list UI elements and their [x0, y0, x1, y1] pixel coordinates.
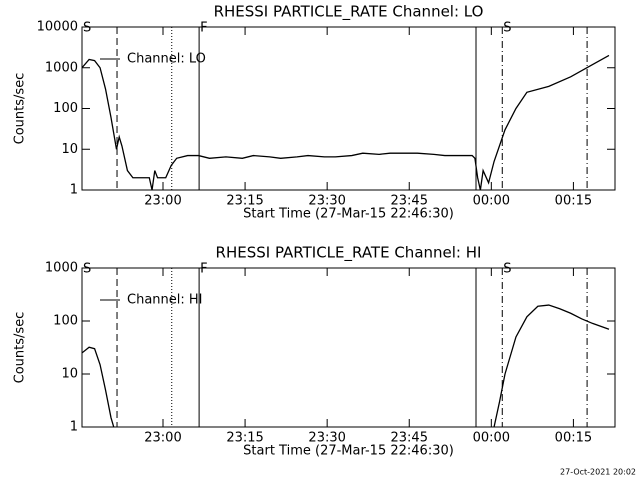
- legend-label: Channel: HI: [127, 293, 203, 308]
- x-tick-label: 00:00: [473, 194, 510, 209]
- x-tick-label: 00:15: [555, 194, 592, 209]
- flag-label: S: [503, 21, 511, 36]
- flag-label: F: [200, 21, 207, 36]
- flag-label: S: [83, 21, 91, 36]
- y-tick-label: 10000: [37, 20, 78, 35]
- flag-label: S: [83, 262, 91, 277]
- footer: 27-Oct-2021 20:02: [560, 468, 636, 477]
- y-tick-label: 1000: [45, 60, 78, 75]
- y-axis-label: Counts/sec: [13, 312, 28, 384]
- y-tick-label: 10: [61, 142, 78, 157]
- legend-label: Channel: LO: [127, 52, 206, 67]
- y-tick-label: 1: [70, 183, 78, 198]
- x-tick-label: 00:00: [473, 431, 510, 446]
- x-tick-label: 23:00: [144, 431, 181, 446]
- y-tick-label: 1000: [45, 261, 78, 276]
- x-tick-label: 23:45: [391, 194, 428, 209]
- flag-label: F: [200, 262, 207, 277]
- x-axis-label: Start Time (27-Mar-15 22:46:30): [243, 444, 454, 459]
- y-tick-label: 1: [70, 420, 78, 435]
- x-tick-label: 23:45: [391, 431, 428, 446]
- x-tick-label: 23:00: [144, 194, 181, 209]
- flag-label: S: [503, 262, 511, 277]
- x-axis-label: Start Time (27-Mar-15 22:46:30): [243, 207, 454, 222]
- chart-title: RHESSI PARTICLE_RATE Channel: HI: [216, 244, 482, 263]
- plot-frame: [81, 26, 616, 191]
- x-tick-label: 23:15: [226, 431, 263, 446]
- x-tick-label: 00:15: [555, 431, 592, 446]
- x-tick-label: 23:15: [226, 194, 263, 209]
- y-tick-label: 10: [61, 367, 78, 382]
- y-axis-label: Counts/sec: [13, 73, 28, 145]
- plot-frame: [81, 267, 616, 428]
- series-line: [82, 304, 610, 427]
- y-tick-label: 100: [53, 101, 78, 116]
- series-line: [82, 54, 610, 190]
- y-tick-label: 100: [53, 314, 78, 329]
- x-tick-label: 23:30: [308, 194, 345, 209]
- x-tick-label: 23:30: [308, 431, 345, 446]
- chart-title: RHESSI PARTICLE_RATE Channel: LO: [214, 3, 484, 22]
